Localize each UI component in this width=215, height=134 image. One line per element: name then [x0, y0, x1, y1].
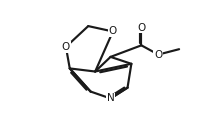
Text: O: O: [109, 27, 117, 36]
Text: N: N: [107, 94, 114, 103]
Text: O: O: [62, 42, 70, 52]
Text: O: O: [154, 50, 163, 60]
Text: O: O: [137, 23, 146, 33]
